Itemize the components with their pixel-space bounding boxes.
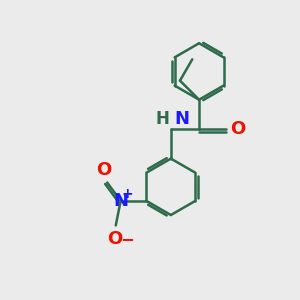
Text: O: O xyxy=(230,120,245,138)
Text: N: N xyxy=(113,192,128,210)
Text: O: O xyxy=(97,161,112,179)
Text: +: + xyxy=(122,187,133,201)
Text: O: O xyxy=(107,230,122,248)
Text: H: H xyxy=(156,110,170,128)
Text: −: − xyxy=(121,230,134,248)
Text: N: N xyxy=(175,110,190,128)
